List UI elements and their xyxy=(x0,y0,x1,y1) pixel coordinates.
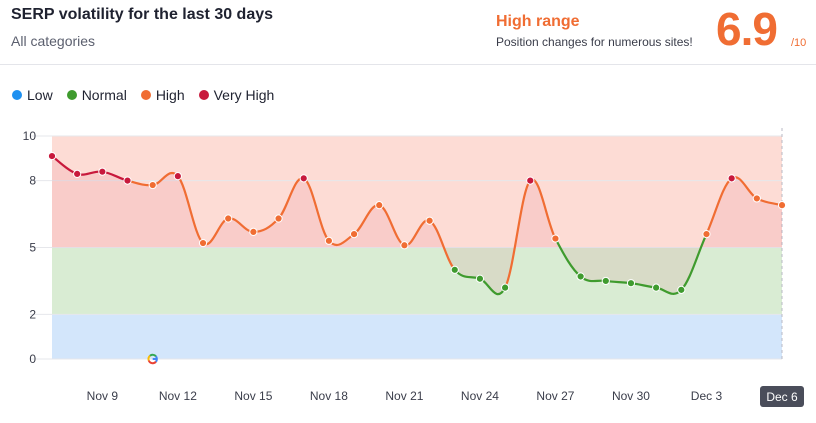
data-point[interactable] xyxy=(626,279,636,288)
data-point[interactable] xyxy=(475,274,485,283)
volatility-score: 6.9 xyxy=(716,3,778,55)
data-point[interactable] xyxy=(249,227,258,236)
data-point[interactable] xyxy=(173,172,182,181)
legend-dot-high xyxy=(140,90,151,100)
legend-label-normal: Normal xyxy=(81,87,127,103)
google-icon-arc xyxy=(155,355,158,363)
x-tick-label-selected[interactable]: Dec 6 xyxy=(766,390,798,404)
y-tick-label: 8 xyxy=(29,174,36,188)
x-tick-label: Nov 30 xyxy=(612,389,650,403)
data-point[interactable] xyxy=(425,216,434,225)
legend-item-normal[interactable]: Normal xyxy=(66,87,127,103)
x-tick-label: Nov 9 xyxy=(87,389,119,403)
page-title: SERP volatility for the last 30 days xyxy=(11,6,274,23)
google-icon-arc xyxy=(147,359,157,365)
y-tick-label: 5 xyxy=(29,241,36,255)
data-point[interactable] xyxy=(652,283,661,292)
range-description: Position changes for numerous sites! xyxy=(496,35,693,49)
x-tick-label: Nov 24 xyxy=(461,389,499,403)
data-point[interactable] xyxy=(551,234,560,243)
legend-label-high: High xyxy=(155,87,185,103)
y-tick-label: 2 xyxy=(29,307,36,321)
data-point[interactable] xyxy=(324,236,333,245)
data-point[interactable] xyxy=(677,285,686,294)
legend-item-very-high[interactable]: Very High xyxy=(198,87,275,103)
data-point[interactable] xyxy=(752,194,761,203)
x-tick-label: Nov 18 xyxy=(310,389,348,403)
data-point[interactable] xyxy=(274,214,283,223)
data-point[interactable] xyxy=(123,176,132,185)
data-point[interactable] xyxy=(198,238,208,248)
data-point[interactable] xyxy=(148,180,157,190)
score-max: /10 xyxy=(791,37,807,49)
selected-date-badge xyxy=(760,386,804,407)
x-tick-label: Nov 27 xyxy=(536,389,574,403)
band-high xyxy=(52,136,782,248)
data-point[interactable] xyxy=(601,276,610,286)
series-area xyxy=(52,156,782,295)
legend-item-low[interactable]: Low xyxy=(12,87,53,103)
x-tick-label: Nov 21 xyxy=(385,389,423,403)
data-point[interactable] xyxy=(777,201,787,210)
band-low xyxy=(52,314,782,359)
data-point[interactable] xyxy=(450,265,459,274)
data-point[interactable] xyxy=(98,167,107,176)
legend-dot-very-high xyxy=(198,90,209,100)
header: SERP volatility for the last 30 days All… xyxy=(0,0,816,65)
series-line-segment xyxy=(504,179,532,289)
legend-dot-low xyxy=(12,90,22,100)
y-tick-label: 0 xyxy=(29,352,36,366)
x-tick-label: Nov 15 xyxy=(234,389,272,403)
series-line-segment xyxy=(176,175,205,245)
data-point[interactable] xyxy=(501,283,510,292)
data-point[interactable] xyxy=(526,176,535,185)
legend-label-very-high: Very High xyxy=(213,87,275,103)
x-tick-label: Nov 12 xyxy=(159,389,197,403)
data-point[interactable] xyxy=(576,272,585,281)
legend: Low Normal High Very High xyxy=(12,87,274,103)
data-point[interactable] xyxy=(47,151,57,161)
data-point[interactable] xyxy=(299,174,308,183)
x-tick-label: Dec 3 xyxy=(691,389,723,403)
data-point[interactable] xyxy=(73,169,82,179)
range-label: High range xyxy=(496,13,580,30)
legend-item-high[interactable]: High xyxy=(140,87,185,103)
google-icon-arc xyxy=(149,353,157,358)
band-normal xyxy=(52,247,782,315)
data-point[interactable] xyxy=(375,201,384,210)
google-icon-arc xyxy=(147,355,151,361)
category-filter[interactable]: All categories xyxy=(11,33,96,49)
data-point[interactable] xyxy=(727,174,736,183)
data-point[interactable] xyxy=(224,214,233,223)
google-icon[interactable] xyxy=(147,353,158,365)
data-point[interactable] xyxy=(400,241,409,250)
legend-dot-normal xyxy=(66,90,77,100)
y-tick-label: 10 xyxy=(23,129,37,143)
legend-label-low: Low xyxy=(27,87,53,103)
data-point[interactable] xyxy=(702,230,711,239)
data-point[interactable] xyxy=(349,230,359,239)
